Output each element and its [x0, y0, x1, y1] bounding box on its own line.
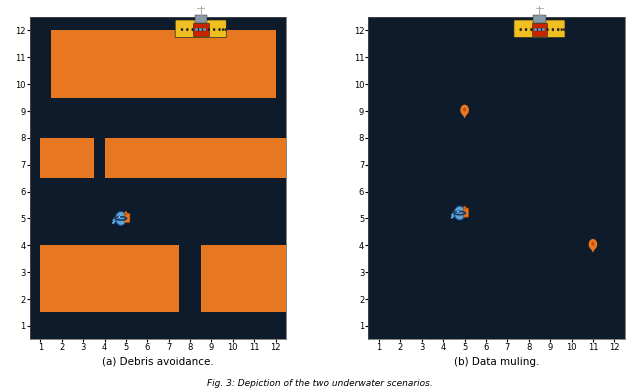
- Bar: [532, 23, 547, 36]
- Bar: [51, 30, 276, 98]
- Circle shape: [115, 211, 127, 225]
- Circle shape: [125, 211, 127, 215]
- Circle shape: [186, 28, 189, 31]
- Circle shape: [463, 206, 466, 209]
- Bar: [538, 28, 541, 32]
- Bar: [533, 15, 546, 23]
- Bar: [195, 15, 207, 23]
- Circle shape: [536, 28, 538, 31]
- Circle shape: [202, 28, 205, 31]
- X-axis label: (a) Debris avoidance.: (a) Debris avoidance.: [102, 356, 214, 367]
- Circle shape: [454, 206, 465, 220]
- Polygon shape: [461, 112, 468, 119]
- Ellipse shape: [116, 223, 127, 227]
- Circle shape: [118, 216, 120, 218]
- Circle shape: [541, 28, 543, 31]
- Ellipse shape: [119, 215, 121, 218]
- FancyBboxPatch shape: [175, 20, 227, 38]
- FancyBboxPatch shape: [124, 213, 130, 223]
- Circle shape: [207, 28, 210, 31]
- Bar: [542, 28, 545, 32]
- FancyBboxPatch shape: [463, 208, 468, 217]
- Circle shape: [591, 242, 595, 246]
- Circle shape: [589, 239, 597, 250]
- Circle shape: [525, 28, 527, 31]
- Circle shape: [197, 28, 199, 31]
- Ellipse shape: [458, 210, 460, 212]
- Bar: [104, 138, 286, 178]
- Circle shape: [530, 28, 532, 31]
- Circle shape: [224, 28, 227, 31]
- Text: Fig. 3: Depiction of the two underwater scenarios.: Fig. 3: Depiction of the two underwater …: [207, 379, 433, 388]
- Bar: [195, 28, 198, 32]
- Circle shape: [191, 28, 194, 31]
- Ellipse shape: [454, 218, 466, 222]
- Bar: [534, 28, 537, 32]
- Circle shape: [213, 28, 216, 31]
- Bar: [201, 245, 286, 312]
- Bar: [204, 28, 206, 32]
- Circle shape: [460, 105, 469, 115]
- X-axis label: (b) Data muling.: (b) Data muling.: [454, 356, 540, 367]
- Circle shape: [180, 28, 183, 31]
- Polygon shape: [589, 246, 596, 253]
- FancyBboxPatch shape: [514, 20, 565, 38]
- Bar: [40, 138, 94, 178]
- Circle shape: [557, 28, 559, 31]
- Bar: [40, 245, 179, 312]
- Bar: [200, 28, 202, 32]
- Circle shape: [552, 28, 554, 31]
- Circle shape: [218, 28, 221, 31]
- Circle shape: [463, 108, 466, 112]
- Circle shape: [457, 211, 459, 213]
- Circle shape: [547, 28, 548, 31]
- Circle shape: [520, 28, 522, 31]
- Bar: [193, 23, 209, 36]
- Circle shape: [561, 28, 563, 31]
- Circle shape: [563, 28, 565, 31]
- Circle shape: [222, 28, 224, 31]
